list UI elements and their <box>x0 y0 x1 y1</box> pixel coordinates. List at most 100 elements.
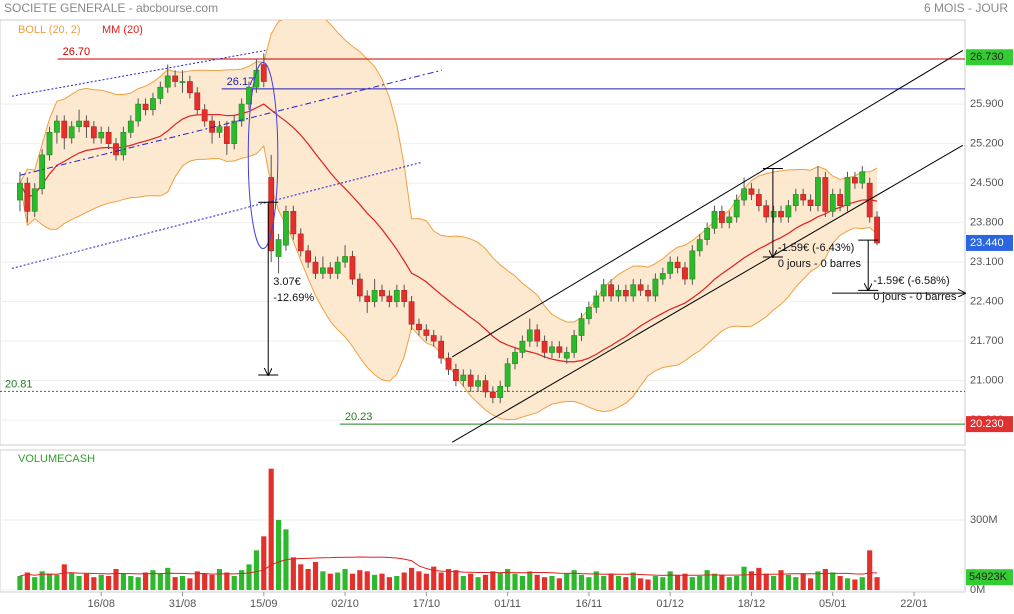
volume-bar <box>541 577 548 590</box>
volume-bar <box>674 574 681 590</box>
volume-bar <box>527 571 533 590</box>
candle-body <box>630 284 637 297</box>
volume-bar <box>497 572 503 590</box>
volume-bar <box>475 577 481 590</box>
candle-body <box>297 233 304 252</box>
candle-body <box>674 261 681 269</box>
candle-body <box>859 171 866 184</box>
candle-body <box>179 81 186 83</box>
candle-body <box>844 177 851 206</box>
candle-body <box>608 284 614 297</box>
candle-body <box>556 346 563 353</box>
candle-body <box>755 194 762 206</box>
trendline <box>11 161 423 269</box>
volume-bar <box>793 577 799 590</box>
candle-body <box>526 329 533 342</box>
candle-body <box>142 103 149 111</box>
candle-body <box>659 273 666 280</box>
candle-body <box>652 278 659 297</box>
period-label: 6 MOIS - JOUR <box>924 1 1008 15</box>
volume-bar <box>83 573 90 590</box>
y-tick-label: 25.200 <box>970 138 1004 150</box>
candle-body <box>423 329 430 336</box>
volume-bar <box>179 576 186 590</box>
candle-body <box>763 205 770 218</box>
volume-bar <box>165 567 171 590</box>
trendline <box>451 50 964 358</box>
trendline <box>11 49 266 97</box>
volume-bar <box>261 536 267 590</box>
candle-body <box>320 267 326 274</box>
volume-bar <box>468 573 474 590</box>
trendline <box>451 144 964 443</box>
candle-body <box>31 188 38 212</box>
volume-bar <box>290 557 296 590</box>
candle-body <box>39 154 46 190</box>
candle-body <box>201 109 208 122</box>
candle-body <box>645 290 651 297</box>
candle-body <box>438 340 445 359</box>
volume-bar <box>652 576 658 590</box>
candle-body <box>290 211 297 235</box>
candle-body <box>593 295 600 308</box>
volume-bar <box>830 572 836 590</box>
volume-bar <box>719 574 725 590</box>
volume-bar <box>187 578 193 590</box>
measure-text: -12.69% <box>273 292 314 304</box>
candle-body <box>534 329 541 342</box>
volume-bar <box>320 571 326 590</box>
volume-bar <box>578 574 585 590</box>
volume-bar <box>408 567 415 590</box>
volume-bar <box>142 572 149 590</box>
candle-body <box>17 182 23 201</box>
volume-bar <box>312 562 319 590</box>
y-tick-label: 24.500 <box>970 177 1004 189</box>
volume-bar <box>608 573 614 590</box>
volume-bar <box>342 569 348 590</box>
volume-bar <box>401 572 407 590</box>
y-tick-label: 23.800 <box>970 217 1004 229</box>
candle-body <box>741 188 747 201</box>
candle-body <box>615 290 622 297</box>
volume-average <box>19 556 878 577</box>
chart-title: SOCIETE GENERALE - abcbourse.com <box>4 1 218 15</box>
volume-bar <box>202 573 208 590</box>
candle-body <box>408 301 415 325</box>
measure-text: -1.59€ (-6.58%) <box>873 275 949 287</box>
volume-bar <box>778 570 784 590</box>
candle-body <box>135 103 142 122</box>
candle-body <box>68 126 75 139</box>
boll-label: BOLL (20, 2) <box>18 24 81 36</box>
volume-bar <box>445 569 452 590</box>
volume-bar <box>519 576 525 590</box>
volume-bar <box>807 578 814 590</box>
volume-bar <box>815 571 821 590</box>
volume-bar <box>364 571 370 590</box>
candle-body <box>127 120 134 133</box>
candle-body <box>231 120 238 144</box>
volume-bar <box>852 579 858 590</box>
volume-bar <box>874 577 880 590</box>
candle-body <box>571 335 578 353</box>
candle-body <box>386 295 393 302</box>
price-tag <box>966 416 1013 433</box>
y-tick-label: 0M <box>970 584 985 596</box>
candle-body <box>637 284 644 291</box>
level-label: 26.17 <box>227 76 255 88</box>
volume-bar <box>231 576 237 590</box>
volume-bar <box>763 573 769 590</box>
volume-bar <box>17 576 23 590</box>
volume-bar <box>246 564 252 590</box>
volume-bar <box>327 573 333 590</box>
candle-body <box>586 306 592 319</box>
candle-body <box>475 380 481 387</box>
candle-body <box>837 194 844 206</box>
candle-body <box>563 352 570 359</box>
volume-bar <box>638 578 644 590</box>
candle-body <box>829 194 836 212</box>
volume-bar <box>394 576 400 590</box>
volume-bar <box>216 569 223 590</box>
volume-panel <box>0 449 966 593</box>
volume-bar <box>490 571 496 590</box>
